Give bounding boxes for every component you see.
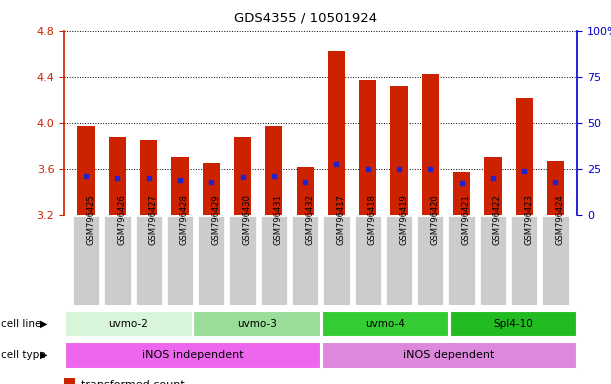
Bar <box>140 140 157 215</box>
FancyBboxPatch shape <box>386 216 412 305</box>
FancyBboxPatch shape <box>261 216 287 305</box>
Text: GSM796426: GSM796426 <box>117 194 126 245</box>
Text: GSM796429: GSM796429 <box>211 194 220 245</box>
Bar <box>78 126 95 215</box>
Bar <box>171 157 189 215</box>
Bar <box>547 161 564 215</box>
Text: GSM796425: GSM796425 <box>86 194 95 245</box>
FancyBboxPatch shape <box>322 342 576 368</box>
Text: GSM796431: GSM796431 <box>274 194 283 245</box>
Bar <box>453 172 470 215</box>
Text: uvmo-3: uvmo-3 <box>236 318 277 329</box>
Text: GSM796428: GSM796428 <box>180 194 189 245</box>
FancyBboxPatch shape <box>543 216 569 305</box>
Text: GDS4355 / 10501924: GDS4355 / 10501924 <box>234 12 377 25</box>
FancyBboxPatch shape <box>511 216 537 305</box>
Text: GSM796417: GSM796417 <box>337 194 345 245</box>
Text: transformed count: transformed count <box>81 380 185 384</box>
Text: Spl4-10: Spl4-10 <box>493 318 533 329</box>
FancyBboxPatch shape <box>167 216 193 305</box>
Text: ▶: ▶ <box>40 350 48 360</box>
FancyBboxPatch shape <box>354 216 381 305</box>
Text: cell line: cell line <box>1 318 42 329</box>
FancyBboxPatch shape <box>417 216 444 305</box>
Bar <box>265 126 282 215</box>
Text: GSM796424: GSM796424 <box>555 194 565 245</box>
FancyBboxPatch shape <box>65 311 191 336</box>
Text: uvmo-2: uvmo-2 <box>108 318 148 329</box>
FancyBboxPatch shape <box>229 216 255 305</box>
FancyBboxPatch shape <box>104 216 131 305</box>
FancyBboxPatch shape <box>136 216 162 305</box>
Bar <box>485 157 502 215</box>
Text: GSM796421: GSM796421 <box>461 194 470 245</box>
Text: ▶: ▶ <box>40 318 48 329</box>
Bar <box>422 74 439 215</box>
Bar <box>516 98 533 215</box>
FancyBboxPatch shape <box>323 216 349 305</box>
FancyBboxPatch shape <box>448 216 475 305</box>
Text: uvmo-4: uvmo-4 <box>365 318 405 329</box>
Text: iNOS dependent: iNOS dependent <box>403 350 495 360</box>
FancyBboxPatch shape <box>292 216 318 305</box>
Text: cell type: cell type <box>1 350 46 360</box>
Bar <box>359 80 376 215</box>
Text: GSM796432: GSM796432 <box>305 194 314 245</box>
FancyBboxPatch shape <box>450 311 576 336</box>
FancyBboxPatch shape <box>65 342 320 368</box>
Bar <box>390 86 408 215</box>
Bar <box>64 378 75 384</box>
Text: GSM796418: GSM796418 <box>368 194 377 245</box>
FancyBboxPatch shape <box>198 216 224 305</box>
FancyBboxPatch shape <box>322 311 448 336</box>
Bar <box>328 51 345 215</box>
Bar <box>203 163 220 215</box>
Text: iNOS independent: iNOS independent <box>142 350 243 360</box>
Text: GSM796422: GSM796422 <box>493 194 502 245</box>
Text: GSM796427: GSM796427 <box>148 194 158 245</box>
Text: GSM796420: GSM796420 <box>430 194 439 245</box>
Bar <box>296 167 313 215</box>
FancyBboxPatch shape <box>480 216 506 305</box>
Text: GSM796423: GSM796423 <box>524 194 533 245</box>
Text: GSM796419: GSM796419 <box>399 194 408 245</box>
Text: GSM796430: GSM796430 <box>243 194 252 245</box>
FancyBboxPatch shape <box>73 216 99 305</box>
Bar <box>109 137 126 215</box>
FancyBboxPatch shape <box>194 311 320 336</box>
Bar <box>234 137 251 215</box>
